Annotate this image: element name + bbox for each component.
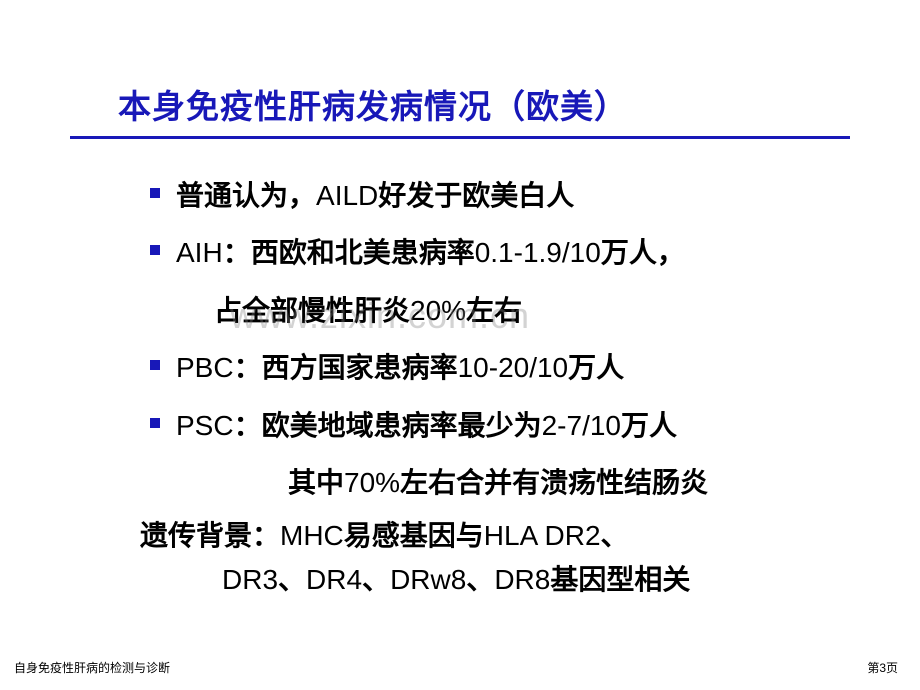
bullet-square-icon (150, 418, 160, 428)
slide-title: 本身免疫性肝病发病情况（欧美） (118, 80, 860, 128)
content-area: 普通认为，AILD好发于欧美白人 AIH：西欧和北美患病率0.1-1.9/10万… (100, 174, 860, 601)
bullet-text: PBC：西方国家患病率10-20/10万人 (176, 346, 624, 389)
indent-line: 其中70%左右合并有溃疡性结肠炎 (288, 461, 830, 504)
bullet-square-icon (150, 360, 160, 370)
bullet-square-icon (150, 245, 160, 255)
slide-container: 本身免疫性肝病发病情况（欧美） www.zixin.com.cn 普通认为，AI… (0, 0, 920, 690)
title-underline (70, 136, 850, 139)
heredity-line1: 遗传背景：MHC易感基因与HLA DR2、 (140, 514, 830, 557)
bullet-item: PBC：西方国家患病率10-20/10万人 (150, 346, 830, 389)
bullet-item: AIH：西欧和北美患病率0.1-1.9/10万人， (150, 231, 830, 274)
bullet-item: 普通认为，AILD好发于欧美白人 (150, 174, 830, 217)
heredity-line2: DR3、DR4、DRw8、DR8基因型相关 (222, 558, 830, 601)
bullet-item: PSC：欧美地域患病率最少为2-7/10万人 (150, 404, 830, 447)
footer-right-text: 第3页 (867, 659, 898, 676)
title-section: 本身免疫性肝病发病情况（欧美） (100, 80, 860, 139)
footer-left-text: 自身免疫性肝病的检测与诊断 (14, 659, 170, 676)
bullet-square-icon (150, 188, 160, 198)
bullet-text: 普通认为，AILD好发于欧美白人 (176, 174, 574, 217)
bullet-subline: 占全部慢性肝炎20%左右 (214, 289, 830, 332)
bullet-text: AIH：西欧和北美患病率0.1-1.9/10万人， (176, 231, 685, 274)
bullet-text: PSC：欧美地域患病率最少为2-7/10万人 (176, 404, 677, 447)
